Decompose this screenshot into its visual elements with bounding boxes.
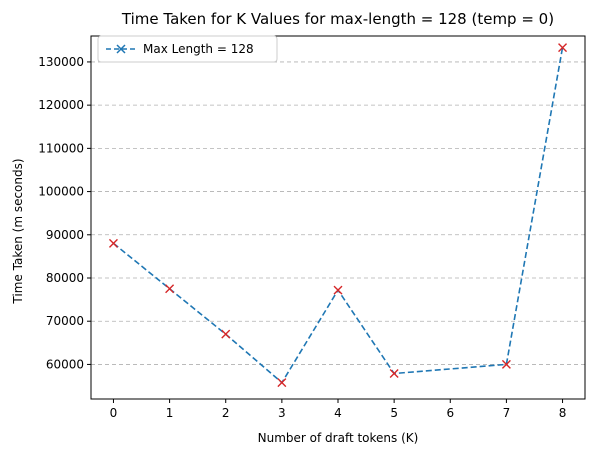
- x-tick-label: 4: [334, 406, 342, 420]
- series-line: [112, 47, 564, 384]
- x-tick-label: 2: [222, 406, 230, 420]
- x-tick-label: 6: [446, 406, 454, 420]
- data-point-marker: [108, 238, 118, 248]
- data-point-marker: [221, 329, 231, 339]
- x-tick-label: 5: [390, 406, 398, 420]
- x-axis-label: Number of draft tokens (K): [258, 431, 419, 445]
- legend-box: [97, 35, 278, 63]
- y-tick-label: 100000: [38, 185, 84, 199]
- y-axis-label: Time Taken (m seconds): [11, 158, 25, 304]
- data-point-marker: [558, 43, 568, 53]
- x-tick-label: 0: [110, 406, 118, 420]
- chart-title: Time Taken for K Values for max-length =…: [121, 10, 554, 28]
- data-point-marker: [501, 359, 511, 369]
- y-tick-label: 130000: [38, 55, 84, 69]
- plot-area: [90, 35, 586, 400]
- data-point-marker: [277, 378, 287, 388]
- legend: Max Length = 128: [97, 35, 278, 63]
- data-point-marker: [333, 285, 343, 295]
- data-point-marker: [165, 284, 175, 294]
- y-tick-label: 90000: [46, 228, 84, 242]
- grid-lines: [91, 61, 585, 365]
- x-tick-label: 8: [559, 406, 567, 420]
- legend-label: Max Length = 128: [143, 42, 254, 56]
- series-layer: [108, 43, 568, 388]
- data-point-marker: [389, 369, 399, 378]
- y-tick-label: 80000: [46, 271, 84, 285]
- y-tick-label: 120000: [38, 98, 84, 112]
- y-tick-label: 70000: [46, 314, 84, 328]
- axis-ticks: 6000070000800009000010000011000012000013…: [38, 55, 566, 420]
- y-tick-label: 60000: [46, 357, 84, 371]
- x-tick-label: 3: [278, 406, 286, 420]
- legend-marker-icon: [116, 44, 126, 54]
- x-tick-label: 7: [503, 406, 511, 420]
- y-tick-label: 110000: [38, 141, 84, 155]
- x-tick-label: 1: [166, 406, 174, 420]
